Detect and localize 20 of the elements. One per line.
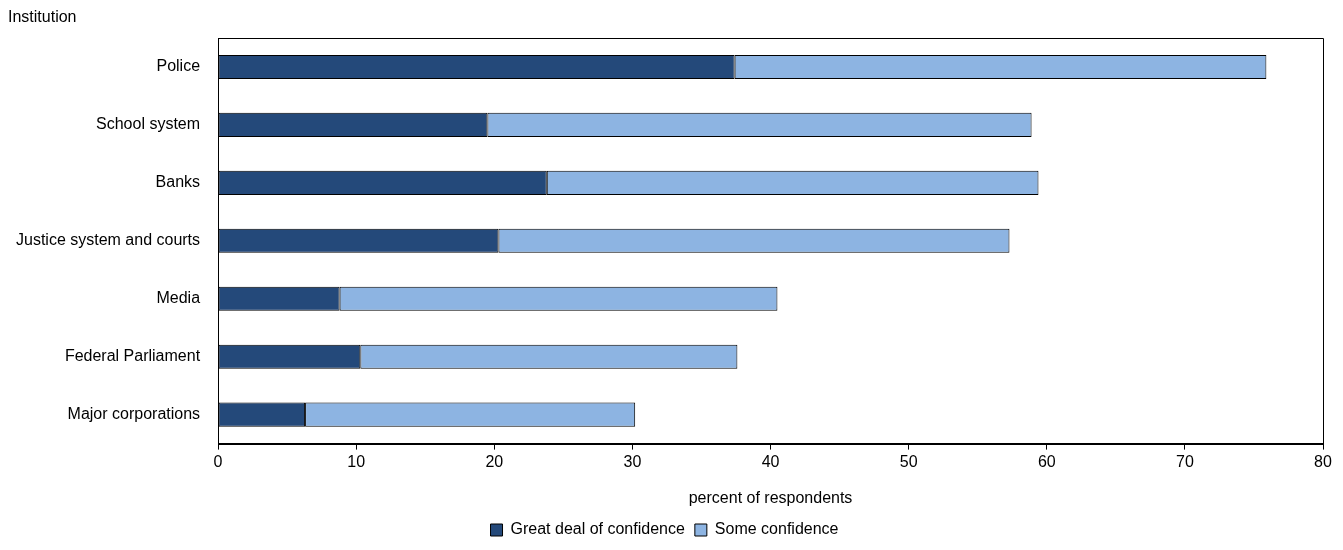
x-tick-label: 50 — [899, 452, 918, 470]
legend-label: Some confidence — [714, 520, 839, 538]
legend-label: Great deal of confidence — [510, 520, 685, 538]
x-tick-label: 80 — [1314, 452, 1332, 470]
y-tick-label: School system — [96, 115, 201, 133]
x-tick-label: 20 — [485, 452, 504, 470]
x-axis-title: percent of respondents — [688, 488, 853, 506]
y-tick-label: Justice system and courts — [15, 231, 201, 249]
y-tick-label: Federal Parliament — [64, 347, 201, 365]
y-tick-label: Police — [156, 57, 201, 75]
y-axis-title: Institution — [8, 8, 77, 26]
x-tick-label: 0 — [213, 452, 223, 470]
y-tick-label: Media — [156, 289, 201, 307]
x-tick-label: 10 — [347, 452, 366, 470]
x-tick-label: 30 — [623, 452, 642, 470]
y-tick-label: Banks — [155, 173, 201, 191]
x-tick-label: 40 — [761, 452, 780, 470]
x-tick-label: 70 — [1175, 452, 1194, 470]
x-tick-label: 60 — [1037, 452, 1056, 470]
y-tick-label: Major corporations — [67, 405, 201, 423]
